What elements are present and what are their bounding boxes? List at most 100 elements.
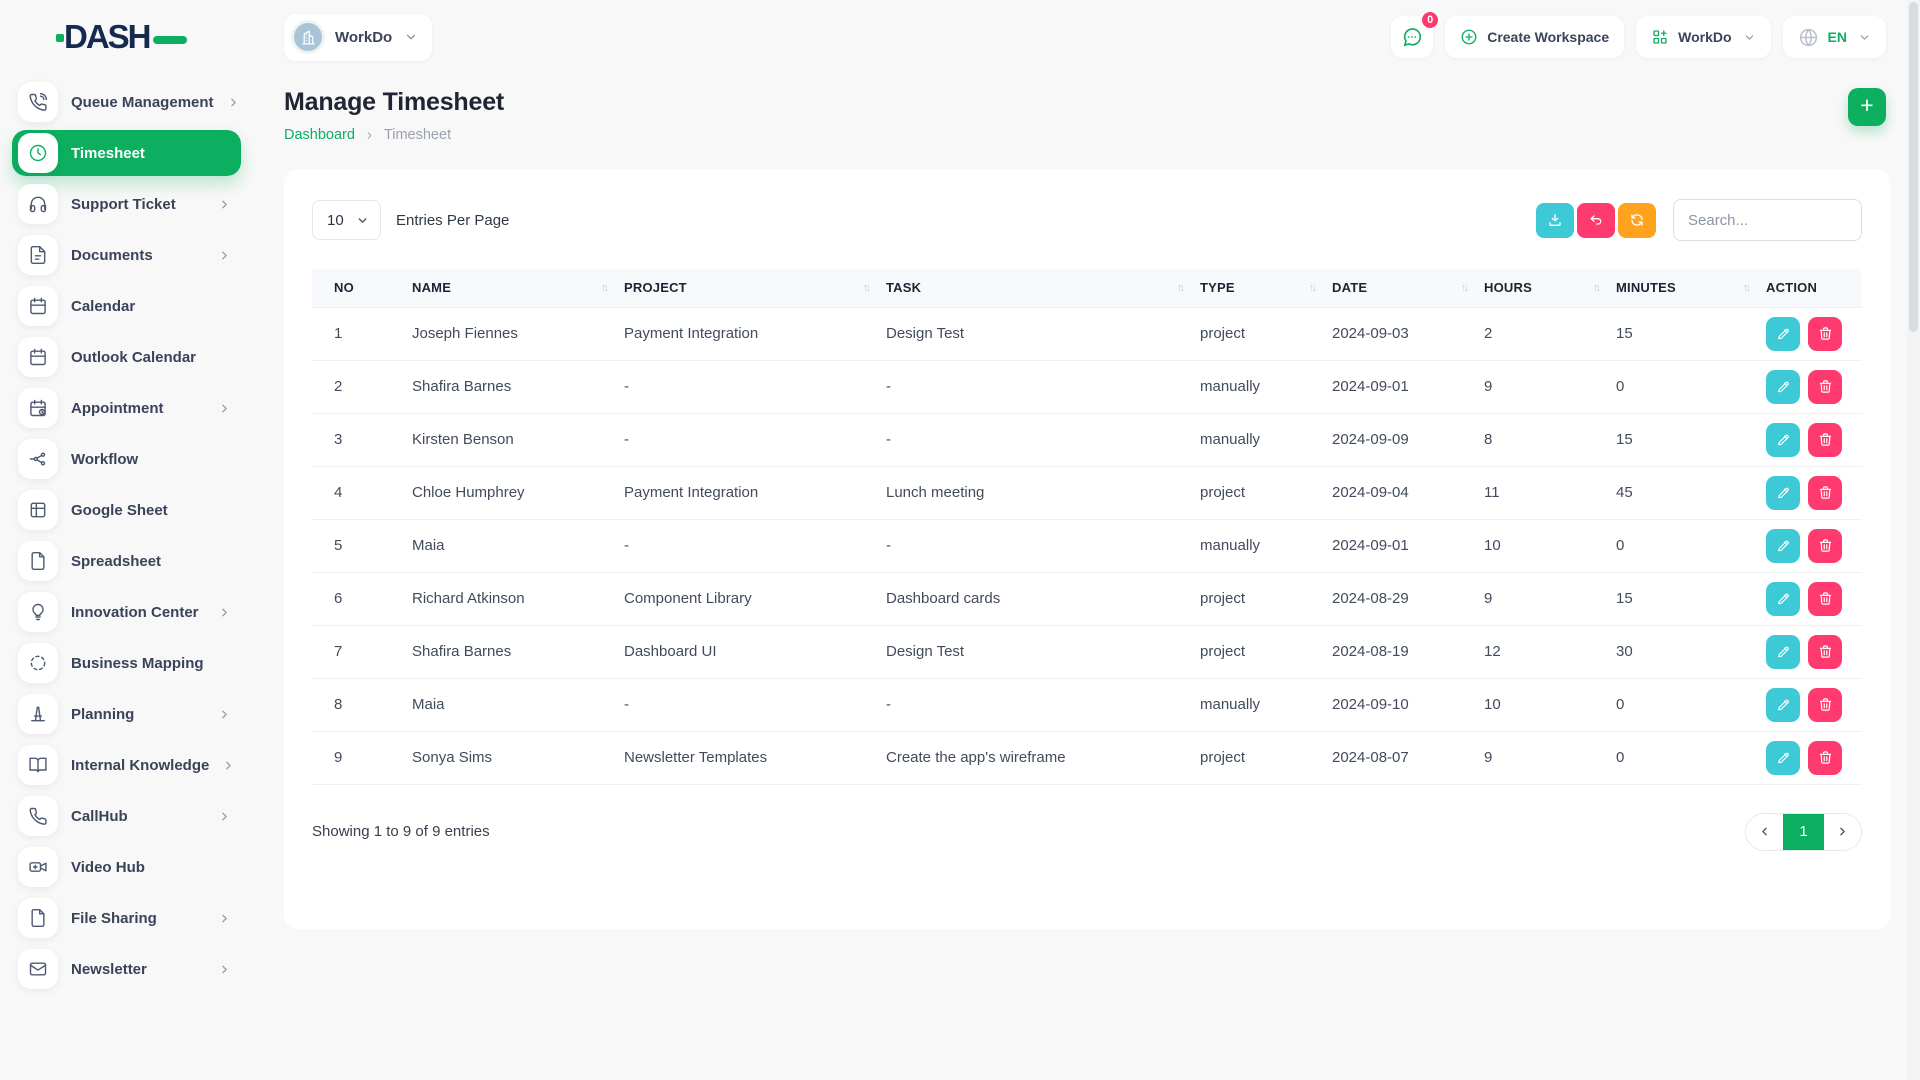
cell-hours: 9	[1482, 359, 1614, 413]
column-header-task[interactable]: TASK ↑ ↓	[884, 269, 1198, 307]
delete-row-button[interactable]	[1808, 687, 1842, 722]
sidebar-item-documents[interactable]: Documents	[12, 232, 241, 278]
sidebar-item-business-mapping[interactable]: Business Mapping	[12, 640, 241, 686]
table-row: 4 Chloe Humphrey Payment Integration Lun…	[312, 465, 1862, 519]
sidebar-item-newsletter[interactable]: Newsletter	[12, 946, 241, 992]
video-camera-icon	[18, 847, 58, 887]
delete-row-button[interactable]	[1808, 581, 1842, 616]
sidebar-item-spreadsheet[interactable]: Spreadsheet	[12, 538, 241, 584]
sidebar-item-planning[interactable]: Planning	[12, 691, 241, 737]
sidebar-item-queue-management[interactable]: Queue Management	[12, 79, 241, 125]
sidebar-item-support-ticket[interactable]: Support Ticket	[12, 181, 241, 227]
edit-row-button[interactable]	[1766, 687, 1800, 722]
sidebar-item-label: Queue Management	[71, 93, 214, 111]
app-menu-label: WorkDo	[1678, 29, 1732, 45]
cell-date: 2024-09-04	[1330, 465, 1482, 519]
export-download-button[interactable]	[1536, 202, 1574, 238]
workflow-icon	[18, 439, 58, 479]
edit-row-button[interactable]	[1766, 369, 1800, 404]
cell-minutes: 0	[1614, 677, 1764, 731]
sidebar-item-label: Newsletter	[71, 960, 147, 978]
app-menu-button[interactable]: WorkDo	[1636, 16, 1771, 58]
messages-button[interactable]: 0	[1391, 10, 1441, 58]
cell-date: 2024-09-03	[1330, 306, 1482, 360]
cell-action	[1764, 571, 1862, 625]
cell-task: -	[884, 412, 1198, 466]
column-header-name[interactable]: NAME ↑ ↓	[410, 269, 622, 307]
trash-icon	[1819, 327, 1831, 340]
sidebar-item-workflow[interactable]: Workflow	[12, 436, 241, 482]
cell-hours: 8	[1482, 412, 1614, 466]
cell-project: -	[622, 677, 884, 731]
search-input[interactable]	[1673, 199, 1862, 241]
edit-row-button[interactable]	[1766, 475, 1800, 510]
column-header-date[interactable]: DATE ↑ ↓	[1330, 269, 1482, 307]
create-workspace-button[interactable]: Create Workspace	[1445, 16, 1625, 58]
sidebar-item-file-sharing[interactable]: File Sharing	[12, 895, 241, 941]
column-header-no: NO	[312, 269, 410, 307]
entries-per-page-select[interactable]: 10	[312, 200, 381, 240]
column-header-project[interactable]: PROJECT ↑ ↓	[622, 269, 884, 307]
sidebar-item-timesheet[interactable]: Timesheet	[12, 130, 241, 176]
page-scrollbar[interactable]	[1907, 0, 1920, 1080]
table-row: 9 Sonya Sims Newsletter Templates Create…	[312, 730, 1862, 785]
calendar-icon	[18, 286, 58, 326]
breadcrumb-dashboard-link[interactable]: Dashboard	[284, 127, 355, 143]
delete-row-button[interactable]	[1808, 634, 1842, 669]
delete-row-button[interactable]	[1808, 316, 1842, 351]
sidebar-item-callhub[interactable]: CallHub	[12, 793, 241, 839]
pagination-prev-button[interactable]	[1746, 813, 1783, 850]
edit-row-button[interactable]	[1766, 316, 1800, 351]
sidebar-item-google-sheet[interactable]: Google Sheet	[12, 487, 241, 533]
delete-row-button[interactable]	[1808, 369, 1842, 404]
sidebar-item-outlook-calendar[interactable]: Outlook Calendar	[12, 334, 241, 380]
delete-row-button[interactable]	[1808, 475, 1842, 510]
sort-icon: ↑ ↓	[1177, 281, 1185, 294]
add-timesheet-button[interactable]: +	[1848, 88, 1886, 126]
edit-row-button[interactable]	[1766, 528, 1800, 563]
cell-task: Design Test	[884, 306, 1198, 360]
table-row: 7 Shafira Barnes Dashboard UI Design Tes…	[312, 624, 1862, 678]
language-code: EN	[1827, 29, 1847, 45]
scrollbar-thumb[interactable]	[1909, 2, 1918, 332]
pagination: 1	[1745, 812, 1862, 851]
delete-row-button[interactable]	[1808, 740, 1842, 775]
table-row: 1 Joseph Fiennes Payment Integration Des…	[312, 306, 1862, 360]
column-header-minutes[interactable]: MINUTES ↑ ↓	[1614, 269, 1764, 307]
cell-name: Kirsten Benson	[410, 412, 622, 466]
cell-action	[1764, 518, 1862, 572]
column-header-hours[interactable]: HOURS ↑ ↓	[1482, 269, 1614, 307]
edit-row-button[interactable]	[1766, 634, 1800, 669]
sidebar-item-label: Video Hub	[71, 858, 145, 876]
sidebar-item-internal-knowledge[interactable]: Internal Knowledge	[12, 742, 241, 788]
pencil-icon	[1777, 487, 1789, 499]
pagination-next-button[interactable]	[1824, 813, 1861, 850]
cell-type: project	[1198, 624, 1330, 678]
trash-icon	[1819, 433, 1831, 446]
sidebar-item-appointment[interactable]: Appointment	[12, 385, 241, 431]
sidebar-item-video-hub[interactable]: Video Hub	[12, 844, 241, 890]
document-icon	[18, 235, 58, 275]
cell-minutes: 30	[1614, 624, 1764, 678]
mail-icon	[18, 949, 58, 989]
sidebar-item-label: Spreadsheet	[71, 552, 162, 570]
sidebar-item-innovation-center[interactable]: Innovation Center	[12, 589, 241, 635]
language-selector[interactable]: EN	[1782, 16, 1886, 58]
workspace-selector[interactable]: WorkDo	[284, 13, 433, 61]
edit-row-button[interactable]	[1766, 581, 1800, 616]
cell-no: 6	[312, 571, 410, 625]
cell-action	[1764, 465, 1862, 519]
globe-icon	[1798, 27, 1819, 48]
edit-row-button[interactable]	[1766, 422, 1800, 457]
delete-row-button[interactable]	[1808, 422, 1842, 457]
refresh-icon	[1631, 214, 1643, 226]
sidebar-item-calendar[interactable]: Calendar	[12, 283, 241, 329]
cell-project: -	[622, 412, 884, 466]
delete-row-button[interactable]	[1808, 528, 1842, 563]
refresh-button[interactable]	[1618, 202, 1656, 238]
reset-undo-button[interactable]	[1577, 202, 1615, 238]
column-header-type[interactable]: TYPE ↑ ↓	[1198, 269, 1330, 307]
edit-row-button[interactable]	[1766, 740, 1800, 775]
app-logo[interactable]: DASH	[0, 0, 255, 53]
pagination-current-page[interactable]: 1	[1783, 813, 1824, 850]
